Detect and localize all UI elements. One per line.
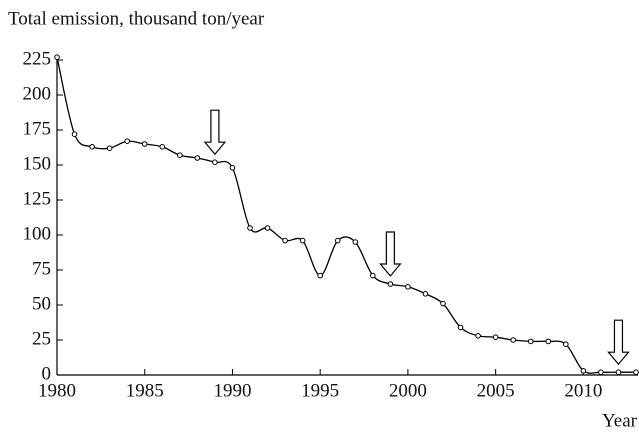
point [598, 369, 604, 376]
point [247, 225, 253, 231]
point [352, 239, 359, 245]
point [580, 368, 587, 374]
point [563, 341, 569, 348]
point [317, 272, 323, 279]
point [71, 131, 78, 137]
y-tick-label: 200 [23, 83, 52, 104]
arrow [379, 231, 402, 277]
point [475, 333, 481, 339]
point [334, 237, 341, 244]
point [54, 54, 60, 61]
point [510, 337, 516, 343]
y-tick-label: 75 [32, 258, 51, 279]
point [159, 144, 166, 150]
y-tick-label: 150 [23, 153, 52, 174]
point [405, 284, 411, 290]
x-tick-label: 1990 [213, 380, 251, 401]
point [492, 334, 499, 341]
y-tick-label: 100 [23, 223, 52, 244]
point [212, 159, 218, 165]
y-tick-label: 25 [32, 328, 51, 349]
point [387, 281, 394, 287]
x-tick-label: 2010 [564, 380, 602, 401]
y-tick-label: 225 [23, 48, 52, 69]
point [615, 369, 622, 376]
point [124, 138, 130, 144]
point [457, 324, 464, 331]
y-axis-title: Total emission, thousand ton/year [8, 8, 265, 29]
point [141, 141, 148, 147]
y-tick-label: 50 [32, 293, 51, 314]
x-tick-label: 2000 [389, 380, 427, 401]
arrow [607, 319, 630, 366]
point [370, 272, 376, 279]
point [194, 155, 201, 161]
point [282, 237, 288, 244]
y-tick-label: 175 [23, 118, 52, 139]
x-tick-label: 1985 [126, 380, 164, 401]
x-tick-label: 2005 [477, 380, 515, 401]
point [106, 145, 113, 151]
line [56, 57, 636, 374]
point [264, 225, 271, 231]
point [545, 338, 552, 345]
point [440, 300, 446, 307]
point [229, 165, 236, 171]
arrow [203, 109, 227, 156]
x-tick-label: 1995 [301, 380, 339, 401]
point [422, 291, 429, 297]
point [89, 144, 95, 150]
x-axis-title: Year [602, 410, 638, 431]
point [633, 369, 639, 376]
point [527, 338, 534, 345]
point [299, 237, 306, 244]
y-tick-label: 0 [42, 363, 52, 384]
y-tick-label: 125 [23, 188, 52, 209]
x-tick-label: 1980 [38, 380, 76, 401]
point [177, 152, 183, 158]
